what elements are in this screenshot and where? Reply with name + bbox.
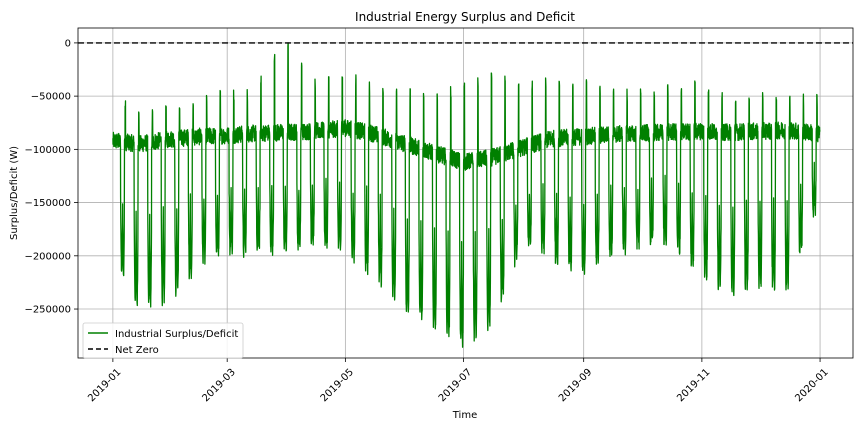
chart-title: Industrial Energy Surplus and Deficit — [355, 10, 575, 24]
y-tick-label: 0 — [65, 38, 71, 49]
legend-label-surplus: Industrial Surplus/Deficit — [115, 329, 238, 340]
y-tick-label: −150000 — [24, 198, 71, 209]
y-tick-label: −250000 — [24, 305, 71, 316]
legend-label-net-zero: Net Zero — [115, 345, 159, 356]
y-tick-label: −50000 — [31, 92, 71, 103]
plot-frame — [77, 27, 854, 359]
legend: Industrial Surplus/Deficit Net Zero — [82, 322, 244, 359]
y-axis: 0 −50000 −100000 −150000 −200000 −250000 — [24, 38, 78, 316]
series-line-industrial-surplus — [112, 42, 821, 348]
series-layer — [112, 42, 821, 348]
y-axis-label: Surplus/Deficit (W) — [9, 146, 20, 240]
y-tick-label: −200000 — [24, 251, 71, 262]
x-axis-label: Time — [452, 410, 477, 421]
y-tick-label: −100000 — [24, 145, 71, 156]
legend-box — [82, 322, 244, 359]
